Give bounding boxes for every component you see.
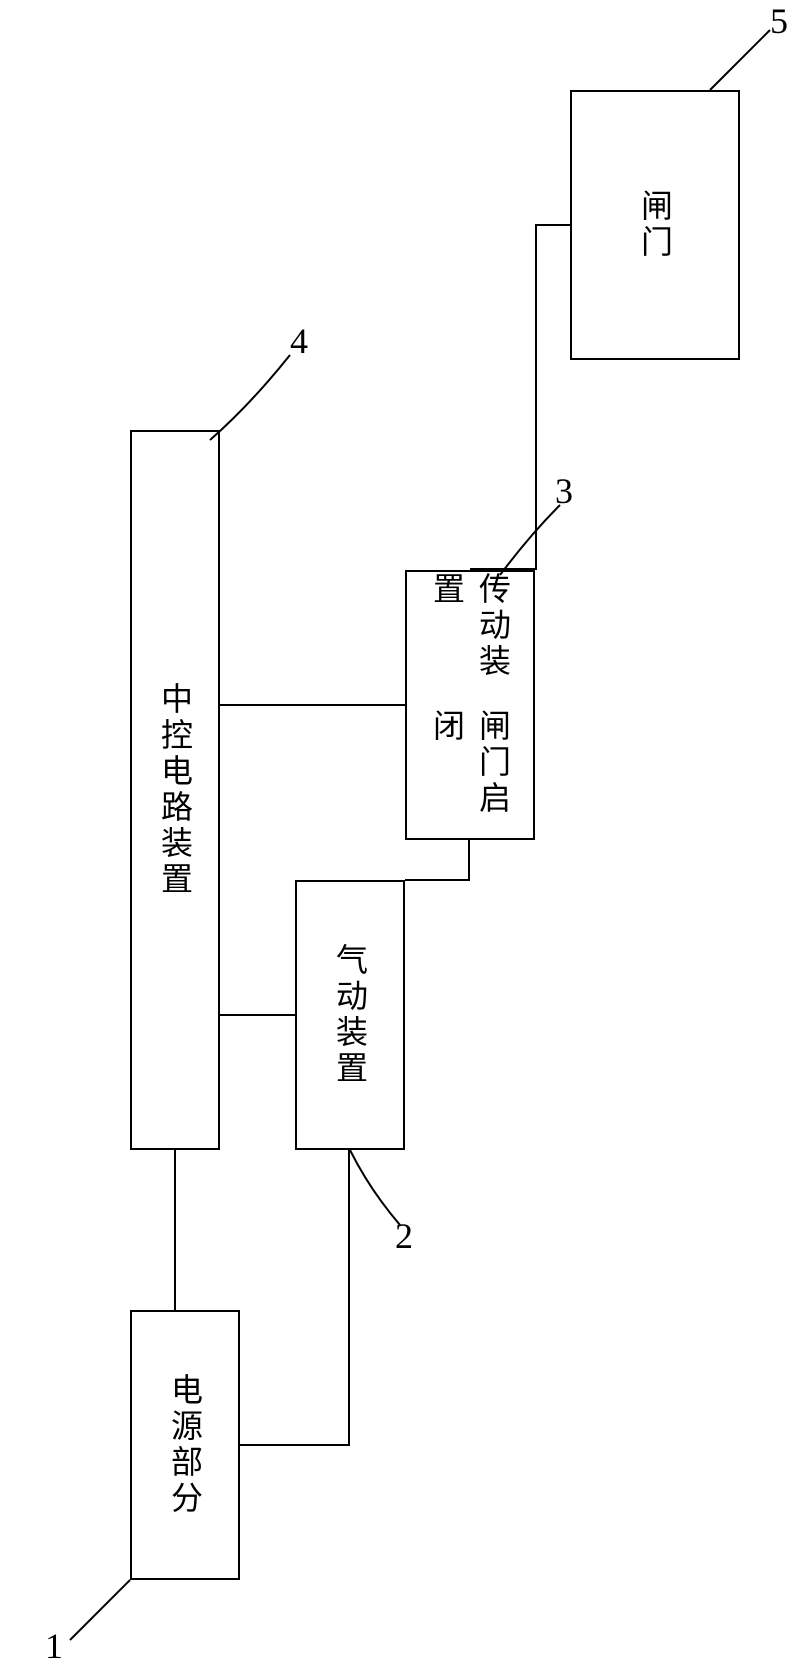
node-pneumatic-label: 气动装置 xyxy=(327,943,373,1087)
edge-pneumatic-transmission xyxy=(405,879,470,881)
edge-pneumatic-transmission-v xyxy=(468,840,470,881)
callout-5-curve xyxy=(700,20,780,100)
block-diagram: 中控电路装置 电源部分 气动装置 闸门启闭 传动装置 闸门 xyxy=(0,0,800,1661)
edge-controller-pneumatic xyxy=(220,1014,295,1016)
callout-3-number: 3 xyxy=(555,470,573,512)
node-controller: 中控电路装置 xyxy=(130,430,220,1150)
callout-4-curve xyxy=(200,345,300,445)
callout-1-curve xyxy=(60,1560,160,1650)
edge-controller-transmission xyxy=(220,704,405,706)
node-power-label: 电源部分 xyxy=(162,1373,208,1517)
edge-transmission-gate-h xyxy=(535,224,570,226)
node-transmission: 闸门启闭 传动装置 xyxy=(405,570,535,840)
node-gate-label: 闸门 xyxy=(632,189,678,261)
node-power: 电源部分 xyxy=(130,1310,240,1580)
edge-power-pneumatic-h xyxy=(240,1444,350,1446)
callout-4-number: 4 xyxy=(290,320,308,362)
node-transmission-label: 闸门启闭 传动装置 xyxy=(424,572,516,838)
callout-5-number: 5 xyxy=(770,0,788,42)
node-pneumatic: 气动装置 xyxy=(295,880,405,1150)
edge-power-controller xyxy=(174,1150,176,1310)
callout-2-number: 2 xyxy=(395,1215,413,1257)
node-controller-label: 中控电路装置 xyxy=(152,682,198,898)
node-gate: 闸门 xyxy=(570,90,740,360)
